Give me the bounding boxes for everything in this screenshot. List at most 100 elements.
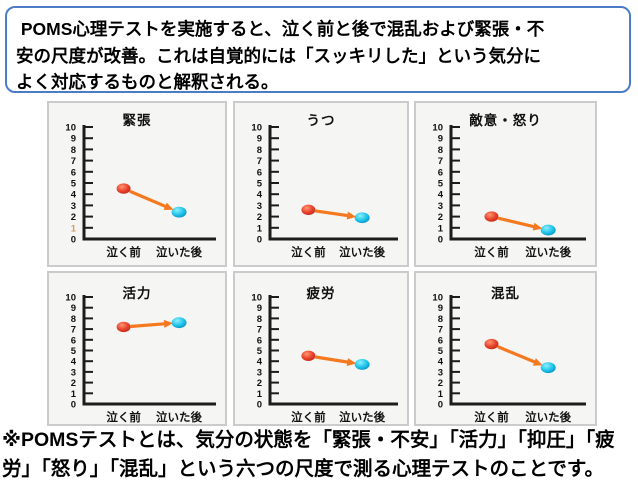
x-category-label: 泣いた後 <box>525 245 571 259</box>
x-category-label: 泣いた後 <box>156 245 202 259</box>
chart-title: 混乱 <box>491 286 520 301</box>
x-category-label: 泣く前 <box>106 410 141 424</box>
y-tick-label: 3 <box>71 201 76 212</box>
before-point <box>116 321 131 333</box>
x-category-label: 泣く前 <box>474 245 509 259</box>
y-tick-label: 4 <box>257 357 263 368</box>
trend-arrow-shaft <box>497 345 538 365</box>
y-tick-label: 5 <box>257 179 263 190</box>
after-point <box>540 362 556 374</box>
y-tick-label: 10 <box>65 123 76 134</box>
before-point <box>484 338 499 350</box>
chart-panel-confusion: 混乱 0 1 2 3 4 5 6 7 8 9 10 泣く前 泣いた後 <box>414 271 597 426</box>
y-tick-label: 2 <box>71 212 76 223</box>
y-tick-label: 2 <box>257 212 262 223</box>
y-tick-label: 1 <box>71 223 77 234</box>
y-tick-label: 3 <box>71 367 76 378</box>
y-tick-label: 7 <box>71 325 76 336</box>
after-point <box>354 212 370 224</box>
footer-note: ※POMSテストとは、気分の状態を「緊張・不安」「活力」「抑圧」「疲 労」「怒り… <box>2 426 636 484</box>
y-tick-label: 0 <box>257 235 262 246</box>
y-tick-label: 0 <box>257 400 262 411</box>
y-tick-label: 6 <box>257 167 262 178</box>
y-tick-label: 8 <box>71 145 76 156</box>
trend-arrow-shaft <box>129 190 169 209</box>
x-category-label: 泣く前 <box>291 245 326 259</box>
after-point <box>354 359 370 370</box>
y-tick-label: 9 <box>438 134 443 145</box>
y-tick-label: 6 <box>71 335 76 346</box>
trend-arrow-shaft <box>314 209 351 218</box>
y-tick-label: 2 <box>438 378 443 389</box>
trend-arrow-head <box>346 358 357 367</box>
chart-panel-depression: うつ 0 1 2 3 4 5 6 7 8 9 10 泣く前 泣いた後 <box>233 101 409 267</box>
trend-arrow-shaft <box>129 322 168 328</box>
after-point <box>171 206 187 218</box>
y-tick-label: 4 <box>438 357 444 368</box>
x-category-label: 泣く前 <box>106 245 141 259</box>
y-tick-label: 5 <box>71 346 77 357</box>
y-tick-label: 6 <box>438 167 443 178</box>
y-tick-label: 10 <box>251 123 262 134</box>
before-point <box>484 211 499 222</box>
y-tick-label: 8 <box>438 145 443 156</box>
y-tick-label: 6 <box>438 335 443 346</box>
chart-panel-fatigue: 疲労 0 1 2 3 4 5 6 7 8 9 10 泣く前 泣いた後 <box>233 271 409 426</box>
y-tick-label: 2 <box>71 378 76 389</box>
y-tick-label: 4 <box>257 190 263 201</box>
y-tick-label: 1 <box>71 389 77 400</box>
x-category-label: 泣く前 <box>291 410 326 424</box>
chart-panel-tension: 緊張 0 1 2 3 4 5 6 7 8 9 10 泣く前 泣いた後 <box>47 101 227 267</box>
y-tick-label: 3 <box>257 201 262 212</box>
header-box: POMS心理テストを実施すると、泣く前と後で混乱および緊張・不 安の尺度が改善。… <box>5 6 631 93</box>
chart-title: 緊張 <box>122 113 152 128</box>
x-category-label: 泣いた後 <box>339 245 385 259</box>
header-text-line-3: よく対応するものと解釈される。 <box>16 72 279 92</box>
chart-panel-hostility-anger: 敵意・怒り 0 1 2 3 4 5 6 7 8 9 10 泣く前 泣いた後 <box>414 101 597 267</box>
y-tick-label: 9 <box>71 303 76 314</box>
y-tick-label: 8 <box>71 314 76 325</box>
y-tick-label: 1 <box>438 223 444 234</box>
y-tick-label: 8 <box>257 145 262 156</box>
trend-arrow-head <box>346 211 357 220</box>
y-tick-label: 1 <box>257 223 263 234</box>
footer-text-line-2: 労」「怒り」「混乱」という六つの尺度で測る心理テストのことです。 <box>2 458 604 480</box>
y-tick-label: 10 <box>432 123 443 134</box>
y-tick-label: 0 <box>438 235 443 246</box>
chart-title: 活力 <box>122 286 152 301</box>
y-tick-label: 5 <box>438 179 444 190</box>
y-tick-label: 2 <box>257 378 262 389</box>
x-category-label: 泣いた後 <box>339 410 385 424</box>
before-point <box>301 204 316 216</box>
trend-arrow-shaft <box>497 216 538 229</box>
y-tick-label: 8 <box>438 314 443 325</box>
footer-text-line-1: ※POMSテストとは、気分の状態を「緊張・不安」「活力」「抑圧」「疲 <box>2 429 615 451</box>
x-category-label: 泣いた後 <box>525 410 571 424</box>
y-tick-label: 1 <box>257 389 263 400</box>
header-text-line-2: 安の尺度が改善。これは自覚的には「スッキリした」という気分に <box>16 45 541 66</box>
y-tick-label: 1 <box>438 389 444 400</box>
before-point <box>301 350 316 362</box>
y-tick-label: 3 <box>438 367 443 378</box>
trend-arrow-head <box>532 358 543 366</box>
y-tick-label: 7 <box>257 156 262 167</box>
y-tick-label: 7 <box>257 325 262 336</box>
y-tick-label: 10 <box>432 293 443 304</box>
y-tick-label: 6 <box>257 335 262 346</box>
y-tick-label: 9 <box>257 134 262 145</box>
y-tick-label: 4 <box>71 190 77 201</box>
y-tick-label: 3 <box>257 367 262 378</box>
y-tick-label: 7 <box>438 156 443 167</box>
y-tick-label: 2 <box>438 212 443 223</box>
y-tick-label: 0 <box>71 235 76 246</box>
y-tick-label: 7 <box>438 325 443 336</box>
chart-title: 敵意・怒り <box>469 113 542 128</box>
y-tick-label: 5 <box>438 346 444 357</box>
y-tick-label: 7 <box>71 156 76 167</box>
